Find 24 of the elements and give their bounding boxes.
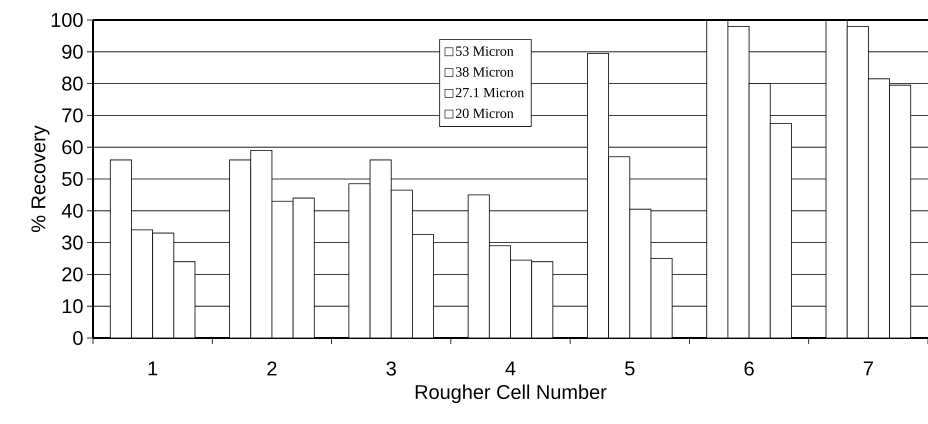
y-axis-title: % Recovery	[31, 125, 50, 232]
x-tick-label: 2	[267, 362, 276, 376]
x-tick-label: 1	[148, 362, 158, 376]
y-tick-label: 80	[62, 76, 83, 91]
x-axis-title: Rougher Cell Number	[416, 384, 606, 404]
x-tick-label: 5	[625, 362, 634, 376]
y-tick-label: 0	[73, 330, 83, 346]
y-tick-label: 50	[62, 172, 83, 186]
y-tick-label: 100	[52, 12, 83, 28]
x-tick-label: 7	[864, 362, 873, 376]
legend-label: 20 Micron	[456, 108, 514, 118]
legend-label: 53 Micron	[456, 46, 514, 56]
y-tick-label: 20	[62, 267, 83, 282]
y-tick-label: 40	[62, 204, 83, 218]
legend-label: 27.1 Micron	[456, 88, 524, 98]
legend-label: 38 Micron	[456, 67, 514, 77]
x-tick-label: 3	[386, 362, 396, 376]
y-tick-label: 90	[62, 44, 83, 59]
x-tick-label: 6	[744, 362, 754, 376]
x-tick-label: 4	[505, 362, 516, 376]
y-tick-label: 60	[62, 140, 83, 154]
y-tick-label: 70	[62, 108, 83, 122]
y-tick-label: 10	[62, 299, 83, 314]
y-tick-label: 30	[62, 236, 83, 250]
